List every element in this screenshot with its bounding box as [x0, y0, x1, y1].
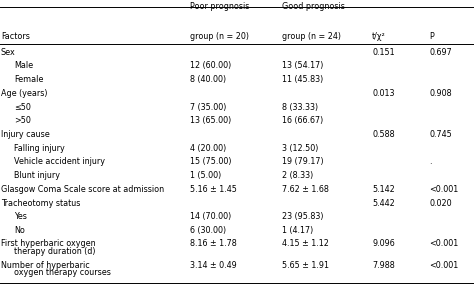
Text: 5.65 ± 1.91: 5.65 ± 1.91	[282, 261, 329, 270]
Text: ≤50: ≤50	[14, 103, 31, 112]
Text: therapy duration (d): therapy duration (d)	[14, 247, 96, 256]
Text: 0.151: 0.151	[372, 48, 395, 57]
Text: 0.908: 0.908	[429, 89, 452, 98]
Text: 16 (66.67): 16 (66.67)	[282, 116, 323, 125]
Text: 14 (70.00): 14 (70.00)	[190, 212, 231, 221]
Text: Falling injury: Falling injury	[14, 144, 65, 153]
Text: <0.001: <0.001	[429, 261, 459, 270]
Text: 13 (65.00): 13 (65.00)	[190, 116, 231, 125]
Text: No: No	[14, 226, 25, 235]
Text: 3 (12.50): 3 (12.50)	[282, 144, 319, 153]
Text: Yes: Yes	[14, 212, 27, 221]
Text: 7 (35.00): 7 (35.00)	[190, 103, 226, 112]
Text: group (n = 20): group (n = 20)	[190, 32, 248, 41]
Text: 7.988: 7.988	[372, 261, 395, 270]
Text: 0.020: 0.020	[429, 199, 452, 208]
Text: 2 (8.33): 2 (8.33)	[282, 171, 313, 180]
Text: 1 (5.00): 1 (5.00)	[190, 171, 221, 180]
Text: group (n = 24): group (n = 24)	[282, 32, 341, 41]
Text: Injury cause: Injury cause	[1, 130, 50, 139]
Text: 12 (60.00): 12 (60.00)	[190, 62, 231, 70]
Text: 0.588: 0.588	[372, 130, 395, 139]
Text: 6 (30.00): 6 (30.00)	[190, 226, 226, 235]
Text: 4 (20.00): 4 (20.00)	[190, 144, 226, 153]
Text: <0.001: <0.001	[429, 239, 459, 248]
Text: P: P	[429, 32, 434, 41]
Text: Good prognosis: Good prognosis	[282, 2, 345, 11]
Text: 5.142: 5.142	[372, 185, 395, 194]
Text: Female: Female	[14, 75, 44, 84]
Text: 8.16 ± 1.78: 8.16 ± 1.78	[190, 239, 237, 248]
Text: 19 (79.17): 19 (79.17)	[282, 157, 324, 166]
Text: 0.013: 0.013	[372, 89, 394, 98]
Text: 5.442: 5.442	[372, 199, 395, 208]
Text: <0.001: <0.001	[429, 185, 459, 194]
Text: Factors: Factors	[1, 32, 30, 41]
Text: 8 (40.00): 8 (40.00)	[190, 75, 226, 84]
Text: 7.62 ± 1.68: 7.62 ± 1.68	[282, 185, 329, 194]
Text: First hyperbaric oxygen: First hyperbaric oxygen	[1, 239, 96, 248]
Text: 3.14 ± 0.49: 3.14 ± 0.49	[190, 261, 237, 270]
Text: 9.096: 9.096	[372, 239, 395, 248]
Text: Poor prognosis: Poor prognosis	[190, 2, 249, 11]
Text: 0.745: 0.745	[429, 130, 452, 139]
Text: oxygen therapy courses: oxygen therapy courses	[14, 268, 111, 277]
Text: 15 (75.00): 15 (75.00)	[190, 157, 231, 166]
Text: 11 (45.83): 11 (45.83)	[282, 75, 323, 84]
Text: .: .	[429, 157, 432, 166]
Text: Glasgow Coma Scale score at admission: Glasgow Coma Scale score at admission	[1, 185, 164, 194]
Text: 5.16 ± 1.45: 5.16 ± 1.45	[190, 185, 237, 194]
Text: Number of hyperbaric: Number of hyperbaric	[1, 261, 90, 270]
Text: Age (years): Age (years)	[1, 89, 47, 98]
Text: >50: >50	[14, 116, 31, 125]
Text: 23 (95.83): 23 (95.83)	[282, 212, 324, 221]
Text: Vehicle accident injury: Vehicle accident injury	[14, 157, 105, 166]
Text: Sex: Sex	[1, 48, 16, 57]
Text: Tracheotomy status: Tracheotomy status	[1, 199, 80, 208]
Text: 13 (54.17): 13 (54.17)	[282, 62, 323, 70]
Text: Blunt injury: Blunt injury	[14, 171, 60, 180]
Text: 1 (4.17): 1 (4.17)	[282, 226, 313, 235]
Text: t/χ²: t/χ²	[372, 32, 386, 41]
Text: 8 (33.33): 8 (33.33)	[282, 103, 318, 112]
Text: 0.697: 0.697	[429, 48, 452, 57]
Text: 4.15 ± 1.12: 4.15 ± 1.12	[282, 239, 329, 248]
Text: Male: Male	[14, 62, 33, 70]
